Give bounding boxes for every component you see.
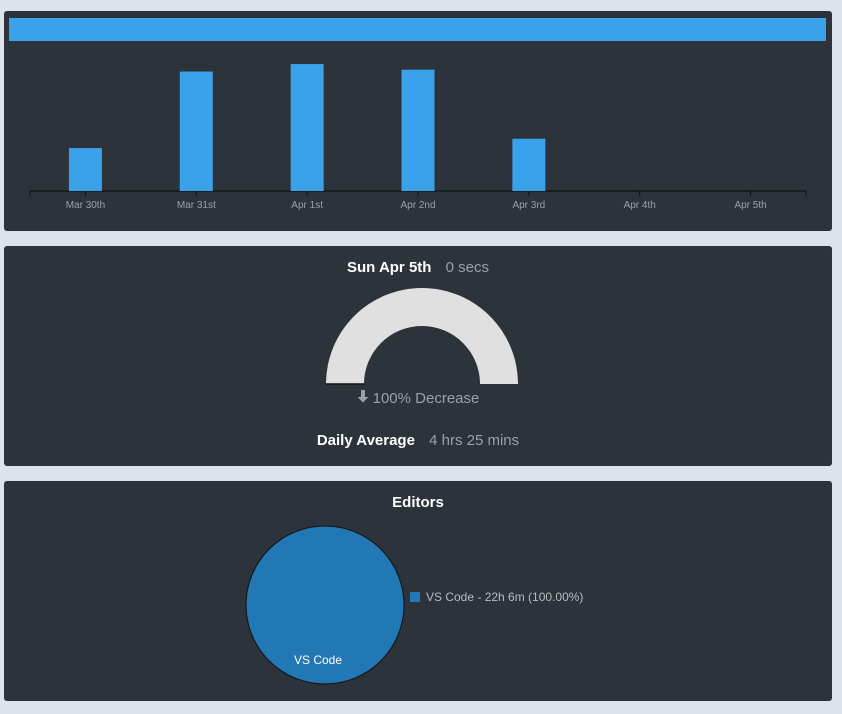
bar[interactable] <box>179 71 213 191</box>
change-text: 100% Decrease <box>372 390 480 407</box>
today-time: 0 secs <box>445 259 489 276</box>
x-tick-label: Mar 31st <box>177 200 216 211</box>
editors-title: Editors <box>392 494 444 511</box>
today-date: Sun Apr 5th <box>347 259 432 276</box>
x-tick-label: Apr 2nd <box>400 200 435 211</box>
activity-header-bar <box>9 18 826 41</box>
x-tick-label: Apr 1st <box>291 200 323 211</box>
x-tick-label: Apr 5th <box>734 200 766 211</box>
daily-average: Daily Average 4 hrs 25 mins <box>4 432 832 449</box>
today-heading: Sun Apr 5th 0 secs <box>4 259 832 276</box>
change-indicator: 100% Decrease <box>4 390 832 407</box>
legend-label: VS Code - 22h 6m (100.00%) <box>426 590 584 604</box>
x-tick-label: Mar 30th <box>66 200 105 211</box>
activity-panel: Mar 30th Mar 31st Apr 1st Apr 2nd Apr 3rd Apr… <box>4 11 832 231</box>
gauge-track <box>326 288 518 384</box>
legend-swatch <box>410 592 420 602</box>
today-gauge <box>326 288 518 385</box>
bar[interactable] <box>290 64 324 191</box>
bar[interactable] <box>68 148 102 191</box>
activity-bar-chart: Mar 30th Mar 31st Apr 1st Apr 2nd Apr 3rd Apr… <box>29 64 807 211</box>
today-panel: Sun Apr 5th 0 secs 100% Decrease Daily A… <box>4 246 832 466</box>
daily-average-value: 4 hrs 25 mins <box>429 432 520 449</box>
editors-panel: Editors VS Code VS Code - 22h 6m (100.00… <box>4 481 832 701</box>
bar[interactable] <box>401 69 435 191</box>
pie-slice-label: VS Code <box>294 653 342 667</box>
pie-slice[interactable] <box>245 525 405 685</box>
editors-legend: VS Code - 22h 6m (100.00%) <box>410 590 583 604</box>
arrow-down-icon <box>357 390 369 407</box>
daily-average-label: Daily Average <box>316 432 415 449</box>
bar[interactable] <box>512 138 546 191</box>
editors-pie-chart: VS Code <box>245 525 405 685</box>
x-tick-label: Apr 4th <box>624 200 656 211</box>
x-tick-label: Apr 3rd <box>512 200 545 211</box>
